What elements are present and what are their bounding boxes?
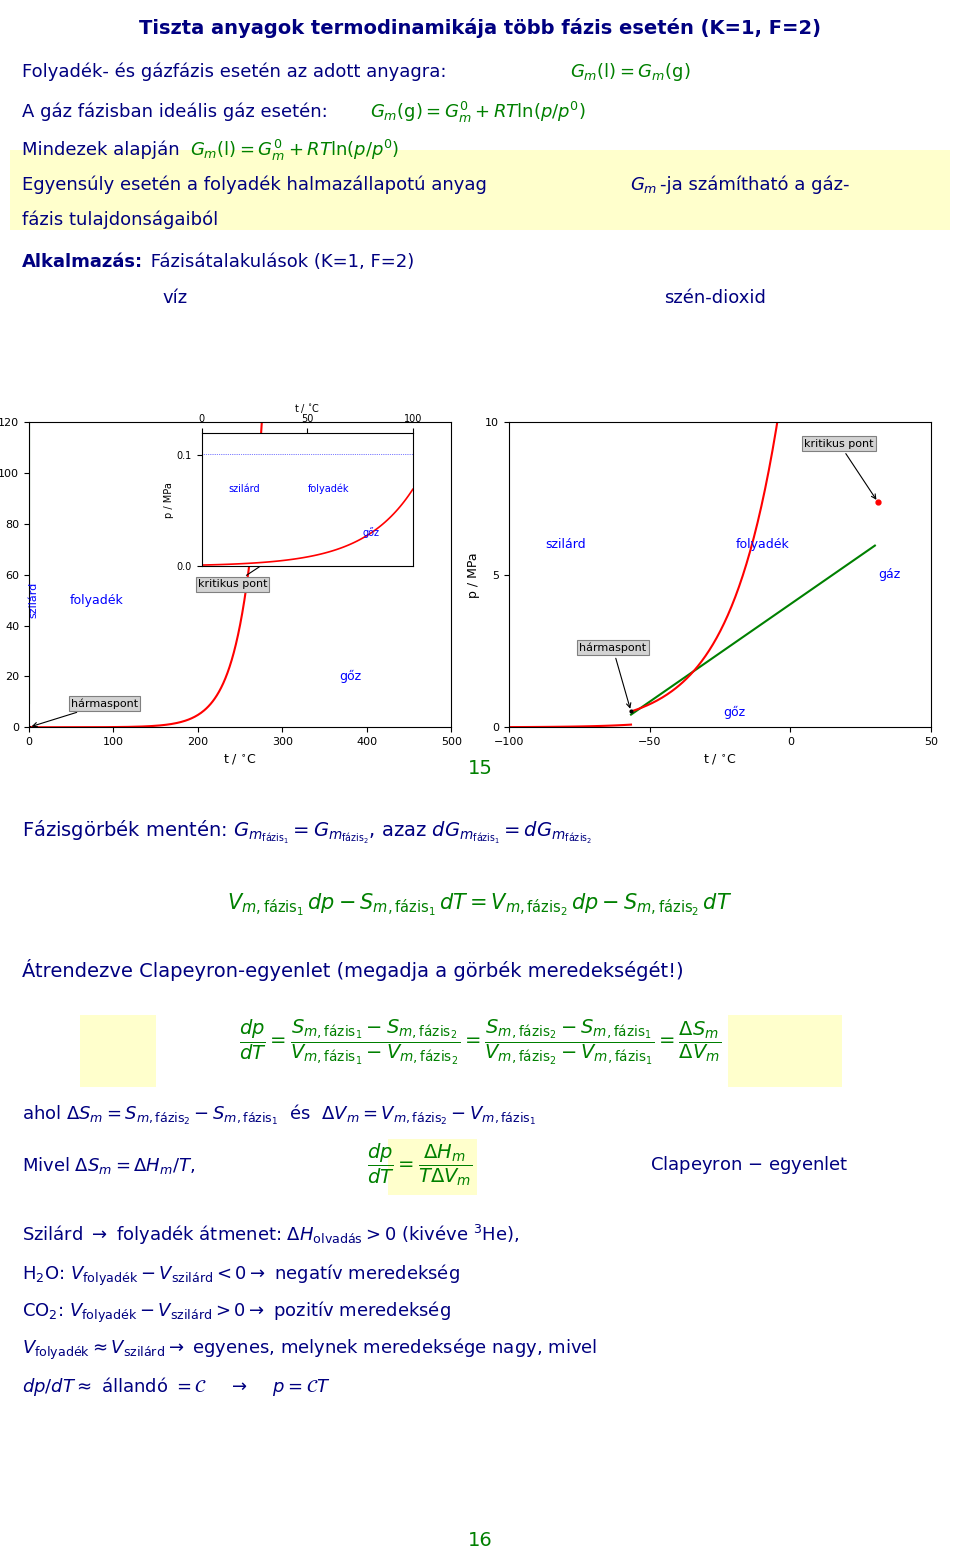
Text: Mivel $\Delta S_m = \Delta H_m / T$,: Mivel $\Delta S_m = \Delta H_m / T$, bbox=[22, 1154, 195, 1176]
Text: folyadék: folyadék bbox=[307, 483, 349, 494]
Text: -ja számítható a gáz-: -ja számítható a gáz- bbox=[660, 175, 850, 194]
Text: A gáz fázisban ideális gáz esetén:: A gáz fázisban ideális gáz esetén: bbox=[22, 103, 333, 122]
FancyBboxPatch shape bbox=[388, 1139, 477, 1195]
FancyBboxPatch shape bbox=[10, 150, 950, 230]
Text: ahol $\Delta S_m = S_{m,\mathrm{fázis}_2} - S_{m,\mathrm{fázis}_1}$  és  $\Delta: ahol $\Delta S_m = S_{m,\mathrm{fázis}_2… bbox=[22, 1103, 537, 1128]
Text: Folyadék- és gázfázis esetén az adott anyagra:: Folyadék- és gázfázis esetén az adott an… bbox=[22, 63, 446, 81]
Text: hármaspont: hármaspont bbox=[579, 643, 646, 707]
X-axis label: t / $^{\circ}$C: t / $^{\circ}$C bbox=[294, 402, 321, 414]
Text: víz: víz bbox=[162, 289, 187, 307]
FancyBboxPatch shape bbox=[728, 1015, 842, 1087]
Text: Egyensúly esetén a folyadék halmazállapotú anyag: Egyensúly esetén a folyadék halmazállapo… bbox=[22, 175, 492, 194]
Text: $G_m(\mathrm{g}) = G_m^0 + RT\ln(p/p^0)$: $G_m(\mathrm{g}) = G_m^0 + RT\ln(p/p^0)$ bbox=[370, 100, 586, 125]
Text: CO$_2$: $V_{\mathrm{folyadék}} - V_{\mathrm{szilárd}} > 0 \rightarrow$ pozitív m: CO$_2$: $V_{\mathrm{folyadék}} - V_{\mat… bbox=[22, 1300, 451, 1325]
Text: fázis tulajdonságaiból: fázis tulajdonságaiból bbox=[22, 211, 218, 230]
Text: kritikus pont: kritikus pont bbox=[198, 513, 341, 590]
Text: 16: 16 bbox=[468, 1531, 492, 1550]
X-axis label: t / $^{\circ}$C: t / $^{\circ}$C bbox=[704, 752, 736, 766]
Text: folyadék: folyadék bbox=[735, 538, 789, 551]
Text: Átrendezve Clapeyron-egyenlet (megadja a görbék meredekségét!): Átrendezve Clapeyron-egyenlet (megadja a… bbox=[22, 959, 684, 981]
Text: $\dfrac{dp}{dT} = \dfrac{\Delta H_m}{T\Delta V_m}$: $\dfrac{dp}{dT} = \dfrac{\Delta H_m}{T\D… bbox=[368, 1142, 472, 1189]
Text: Fázisátalakulások (K=1, F=2): Fázisátalakulások (K=1, F=2) bbox=[145, 253, 415, 271]
Text: $G_m(\mathrm{l}) = G_m(\mathrm{g})$: $G_m(\mathrm{l}) = G_m(\mathrm{g})$ bbox=[570, 61, 690, 83]
Text: H$_2$O: $V_{\mathrm{folyadék}} - V_{\mathrm{szilárd}} < 0 \rightarrow$ negatív m: H$_2$O: $V_{\mathrm{folyadék}} - V_{\mat… bbox=[22, 1262, 460, 1287]
Text: szilárd: szilárd bbox=[228, 483, 259, 494]
Text: Tiszta anyagok termodinamikája több fázis esetén (K=1, F=2): Tiszta anyagok termodinamikája több fázi… bbox=[139, 19, 821, 38]
Text: Clapeyron $-$ egyenlet: Clapeyron $-$ egyenlet bbox=[650, 1154, 849, 1176]
Text: $V_{m,\mathrm{fázis}_1}\,dp - S_{m,\mathrm{fázis}_1}\,dT = V_{m,\mathrm{fázis}_2: $V_{m,\mathrm{fázis}_1}\,dp - S_{m,\math… bbox=[228, 891, 732, 918]
Text: $G_m(\mathrm{l}) = G_m^0 + RT\ln(p/p^0)$: $G_m(\mathrm{l}) = G_m^0 + RT\ln(p/p^0)$ bbox=[190, 138, 399, 163]
Text: 15: 15 bbox=[468, 759, 492, 777]
Text: kritikus pont: kritikus pont bbox=[804, 438, 876, 499]
Text: $\dfrac{dp}{dT} = \dfrac{S_{m,\mathrm{fázis}_1} - S_{m,\mathrm{fázis}_2}}{V_{m,\: $\dfrac{dp}{dT} = \dfrac{S_{m,\mathrm{fá… bbox=[239, 1017, 721, 1067]
Text: gőz: gőz bbox=[723, 705, 745, 718]
Text: folyadék: folyadék bbox=[69, 594, 123, 607]
Y-axis label: p / MPa: p / MPa bbox=[164, 482, 174, 518]
Text: szilárd: szilárd bbox=[545, 538, 586, 551]
Text: $V_{\mathrm{folyadék}} \approx V_{\mathrm{szilárd}} \rightarrow$ egyenes, melyne: $V_{\mathrm{folyadék}} \approx V_{\mathr… bbox=[22, 1336, 597, 1362]
Text: szén-dioxid: szén-dioxid bbox=[664, 289, 766, 307]
FancyBboxPatch shape bbox=[80, 1015, 156, 1087]
Text: gőz: gőz bbox=[339, 669, 361, 683]
Text: hármaspont: hármaspont bbox=[33, 699, 138, 727]
Text: gáz: gáz bbox=[349, 488, 372, 502]
Y-axis label: p / MPa: p / MPa bbox=[467, 552, 480, 597]
X-axis label: t / $^{\circ}$C: t / $^{\circ}$C bbox=[224, 752, 256, 766]
Text: szilárd: szilárd bbox=[28, 582, 38, 618]
Text: Szilárd $\rightarrow$ folyadék átmenet: $\Delta H_{\mathrm{olvadás}} > 0$ (kivév: Szilárd $\rightarrow$ folyadék átmenet: … bbox=[22, 1223, 519, 1247]
Text: gáz: gáz bbox=[877, 568, 900, 582]
Text: Alkalmazás:: Alkalmazás: bbox=[22, 253, 143, 271]
Text: $G_m$: $G_m$ bbox=[630, 175, 658, 196]
Text: gőz: gőz bbox=[362, 527, 379, 538]
Text: Fázisgörbék mentén: $G_{m_{\mathrm{fázis}_1}} = G_{m_{\mathrm{fázis}_2}}$, azaz : Fázisgörbék mentén: $G_{m_{\mathrm{fázis… bbox=[22, 818, 592, 846]
Text: $dp/dT \approx$ állandó $= \mathcal{C}$    $\rightarrow$    $p = \mathcal{C}T$: $dp/dT \approx$ állandó $= \mathcal{C}$ … bbox=[22, 1375, 331, 1398]
Text: Mindezek alapján: Mindezek alapján bbox=[22, 141, 185, 160]
